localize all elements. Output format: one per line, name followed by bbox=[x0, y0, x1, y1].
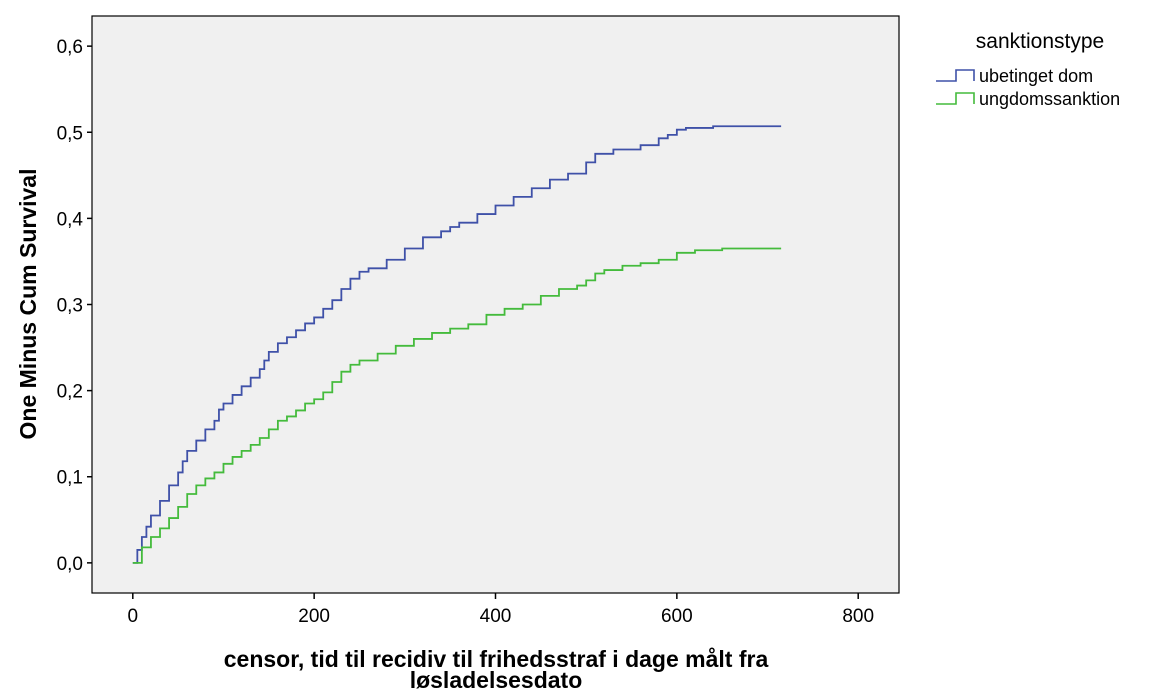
legend-item: ungdomssanktion bbox=[936, 89, 1120, 109]
legend-label: ubetinget dom bbox=[979, 66, 1093, 86]
y-tick-label: 0,1 bbox=[57, 468, 83, 489]
x-tick-label: 400 bbox=[480, 606, 512, 627]
legend-title: sanktionstype bbox=[976, 30, 1104, 53]
x-axis-title-line-2: løsladelsesdato bbox=[410, 667, 583, 693]
legend-item: ubetinget dom bbox=[936, 66, 1093, 86]
legend-swatch bbox=[936, 92, 975, 105]
x-tick-label: 0 bbox=[128, 606, 139, 627]
x-tick-label: 200 bbox=[298, 606, 330, 627]
y-tick-label: 0,6 bbox=[57, 37, 83, 58]
series-layer bbox=[132, 125, 782, 564]
legend-swatch bbox=[936, 69, 975, 82]
x-tick-label: 800 bbox=[842, 606, 874, 627]
legend: sanktionstype ubetinget dom ungdomssankti… bbox=[936, 30, 1120, 109]
y-axis: 0,0 0,1 0,2 0,3 0,4 0,5 0,6 bbox=[57, 37, 92, 575]
legend-label: ungdomssanktion bbox=[979, 89, 1120, 109]
series-line-ungdomssanktion bbox=[132, 247, 782, 564]
y-tick-label: 0,2 bbox=[57, 382, 83, 403]
y-tick-label: 0,0 bbox=[57, 554, 83, 575]
plot-area bbox=[91, 15, 900, 594]
x-axis: 0 200 400 600 800 bbox=[128, 593, 874, 627]
x-tick-label: 600 bbox=[661, 606, 693, 627]
x-axis-title-line-1: censor, tid til recidiv til frihedsstraf… bbox=[224, 646, 769, 672]
y-tick-label: 0,4 bbox=[57, 209, 84, 230]
series-line-ubetinget-dom bbox=[132, 125, 782, 564]
y-tick-label: 0,5 bbox=[57, 123, 83, 144]
y-tick-label: 0,3 bbox=[57, 296, 83, 317]
y-axis-title: One Minus Cum Survival bbox=[15, 169, 41, 440]
